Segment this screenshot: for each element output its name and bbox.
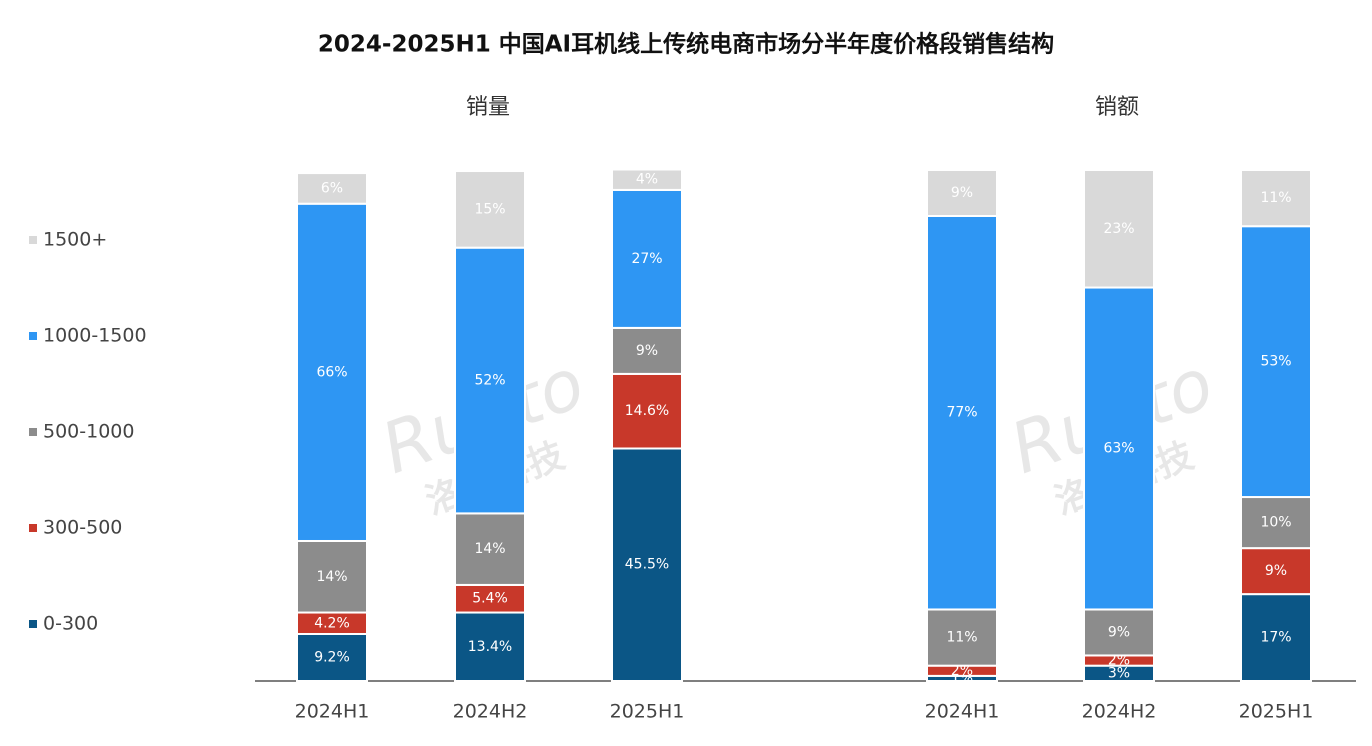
subtitle: 销额 <box>1095 95 1139 120</box>
bar-segment <box>454 170 526 249</box>
data-label: 4.2% <box>314 615 350 631</box>
bar-segment <box>1240 547 1312 596</box>
data-label: 2% <box>951 663 973 679</box>
legend-label: 1000-1500 <box>43 325 147 347</box>
x-tick-label: 2024H2 <box>1082 701 1157 723</box>
data-label: 11% <box>946 630 977 646</box>
bar-segment <box>611 188 683 329</box>
x-tick-label: 2024H1 <box>925 701 1000 723</box>
data-label: 66% <box>316 364 347 380</box>
data-label: 5.4% <box>472 591 508 607</box>
data-label: 14.6% <box>625 403 669 419</box>
data-label: 27% <box>631 251 662 267</box>
legend-label: 500-1000 <box>43 421 134 443</box>
data-label: 9% <box>1265 563 1287 579</box>
data-label: 53% <box>1260 354 1291 370</box>
data-label: 77% <box>946 405 977 421</box>
data-label: 14% <box>316 569 347 585</box>
bar-segment <box>1083 169 1155 289</box>
bar-segment <box>296 202 368 542</box>
data-label: 23% <box>1103 221 1134 237</box>
bar-segment <box>926 214 998 611</box>
x-tick-label: 2024H2 <box>453 701 528 723</box>
data-label: 13.4% <box>468 639 512 655</box>
data-label: 9.2% <box>314 649 350 665</box>
legend-swatch <box>29 236 37 244</box>
bar-segment <box>611 447 683 682</box>
bar-segment <box>1083 608 1155 657</box>
bar-segment <box>926 169 998 217</box>
bar-segment <box>611 168 683 191</box>
data-label: 2% <box>1108 653 1130 669</box>
data-label: 45.5% <box>625 557 669 573</box>
bar-segment <box>1240 593 1312 683</box>
legend-swatch <box>29 428 37 436</box>
x-tick-label: 2025H1 <box>1239 701 1314 723</box>
data-label: 17% <box>1260 630 1291 646</box>
bar-segment <box>296 172 368 205</box>
data-label: 3% <box>1108 665 1130 681</box>
legend-label: 300-500 <box>43 517 122 539</box>
data-label: 11% <box>1260 190 1291 206</box>
legend-swatch <box>29 620 37 628</box>
bar-segment <box>296 632 368 682</box>
chart-title: 2024-2025H1 中国AI耳机线上传统电商市场分半年度价格段销售结构 <box>318 31 1054 58</box>
bar-segment <box>1240 225 1312 499</box>
x-tick-label: 2025H1 <box>610 701 685 723</box>
legend-swatch <box>29 332 37 340</box>
legend-label: 0-300 <box>43 613 98 635</box>
data-label: 6% <box>321 180 343 196</box>
data-label: 9% <box>1108 624 1130 640</box>
data-label: 15% <box>474 201 505 217</box>
legend-label: 1500+ <box>43 229 107 251</box>
data-label: 4% <box>636 172 658 188</box>
bar-segment <box>611 326 683 375</box>
data-label: 52% <box>474 373 505 389</box>
subtitle: 销量 <box>466 95 510 120</box>
bar-segment <box>926 608 998 667</box>
bar-segment <box>1240 169 1312 228</box>
legend-swatch <box>29 524 37 532</box>
bar-segment <box>454 583 526 614</box>
bar-segment <box>1083 286 1155 611</box>
bar-segment <box>454 611 526 682</box>
data-label: 63% <box>1103 440 1134 456</box>
x-tick-label: 2024H1 <box>295 701 370 723</box>
data-label: 9% <box>636 343 658 359</box>
bar-segment <box>454 246 526 515</box>
data-label: 14% <box>474 541 505 557</box>
data-label: 10% <box>1260 515 1291 531</box>
data-label: 9% <box>951 185 973 201</box>
